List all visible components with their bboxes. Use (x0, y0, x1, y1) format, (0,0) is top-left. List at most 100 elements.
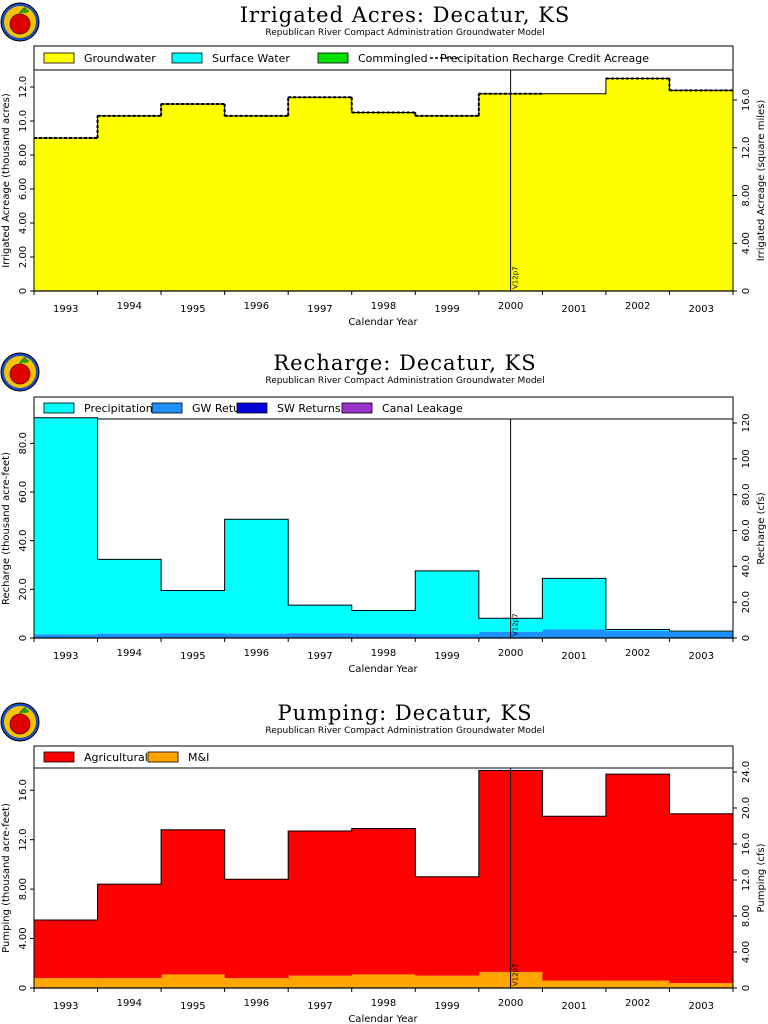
bar-m-i (161, 974, 226, 988)
legend-swatch (341, 402, 373, 414)
bar-agricultural (224, 879, 289, 979)
x-tick-label: 1994 (117, 998, 142, 1009)
legend-label: Precipitation Recharge Credit Acreage (440, 52, 649, 65)
x-tick-label: 2001 (561, 1001, 586, 1012)
total-outline (33, 417, 734, 638)
y-right-tick-label: 80.0 (741, 484, 752, 506)
bar-groundwater (224, 115, 289, 292)
y-right-tick-label: 4.00 (741, 232, 752, 254)
y-tick-label: 16.0 (18, 779, 29, 801)
y-tick-label: 0 (18, 985, 29, 991)
legend-swatch (147, 751, 179, 763)
version-marker-label: V12p7 (512, 963, 520, 986)
bar-gw-returns (669, 631, 734, 638)
legend-label: Groundwater (84, 52, 156, 65)
x-tick-label: 1998 (371, 648, 396, 659)
x-tick-label: 1995 (180, 651, 205, 662)
bar-agricultural (669, 813, 734, 984)
legend-swatch (43, 751, 75, 763)
y-tick-label: 60.0 (18, 481, 29, 503)
y-right-tick-label: 16.0 (741, 833, 752, 855)
legend-swatch (317, 52, 349, 64)
legend-label: SW Returns (277, 402, 341, 415)
x-tick-label: 1999 (434, 651, 459, 662)
y-right-axis-label: Recharge (cfs) (756, 492, 767, 564)
bar-groundwater (542, 93, 607, 291)
x-tick-label: 2002 (625, 998, 650, 1009)
y-tick-label: 4.00 (18, 927, 29, 949)
bar-groundwater (288, 97, 353, 291)
y-axis-label: Recharge (thousand acre-feet) (1, 452, 12, 605)
bar-agricultural (161, 829, 226, 975)
x-tick-label: 1996 (244, 648, 269, 659)
legend-label: Surface Water (212, 52, 290, 65)
bar-gw-returns (161, 633, 226, 638)
y-tick-label: 0 (18, 288, 29, 294)
bar-gw-returns (605, 630, 670, 638)
x-tick-label: 1993 (53, 304, 78, 315)
y-tick-label: 0 (18, 635, 29, 641)
bar-groundwater (669, 90, 734, 292)
bar-m-i (97, 978, 162, 988)
bar-m-i (605, 980, 670, 988)
version-marker-label: V12p7 (512, 266, 520, 289)
bar-agricultural (415, 876, 480, 976)
x-tick-label: 1993 (53, 651, 78, 662)
x-tick-label: 2003 (689, 651, 714, 662)
y-right-tick-label: 8.00 (741, 184, 752, 206)
y-right-tick-label: 60.0 (741, 519, 752, 541)
bar-precipitation (351, 610, 416, 634)
y-right-axis-label: Irrigated Acreage (square miles) (756, 100, 767, 262)
x-tick-label: 2000 (498, 998, 523, 1009)
y-tick-label: 80.0 (18, 432, 29, 454)
x-tick-label: 1996 (244, 998, 269, 1009)
bar-precipitation (224, 519, 289, 634)
x-tick-label: 2000 (498, 648, 523, 659)
bar-gw-returns (351, 633, 416, 638)
x-tick-label: 1997 (307, 651, 332, 662)
y-right-tick-label: 4.00 (741, 941, 752, 963)
bar-gw-returns (288, 633, 353, 638)
x-axis-label: Calendar Year (348, 317, 418, 328)
y-right-tick-label: 16.0 (741, 89, 752, 111)
legend-label: Agricultural (84, 751, 148, 764)
x-tick-label: 1995 (180, 1001, 205, 1012)
y-tick-label: 12.0 (18, 76, 29, 98)
bar-precipitation (34, 417, 99, 635)
y-right-tick-label: 24.0 (741, 761, 752, 783)
legend-label: Precipitation (84, 402, 153, 415)
y-right-tick-label: 40.0 (741, 555, 752, 577)
bar-agricultural (351, 828, 416, 975)
y-right-tick-label: 0 (741, 288, 752, 294)
x-axis-label: Calendar Year (348, 1014, 418, 1024)
x-tick-label: 1998 (371, 998, 396, 1009)
bar-m-i (669, 983, 734, 988)
y-tick-label: 6.00 (18, 178, 29, 200)
y-tick-label: 8.00 (18, 878, 29, 900)
apple-logo-icon (0, 352, 40, 392)
chart-title: Pumping: Decatur, KS (277, 701, 532, 725)
bar-m-i (542, 980, 607, 988)
x-tick-label: 1999 (434, 1001, 459, 1012)
bar-precipitation (415, 570, 480, 635)
apple-logo-icon (0, 2, 40, 42)
y-tick-label: 10.0 (18, 110, 29, 132)
y-right-axis-label: Pumping (cfs) (756, 843, 767, 912)
y-right-tick-label: 20.0 (741, 797, 752, 819)
bar-groundwater (351, 112, 416, 291)
chart-title: Irrigated Acres: Decatur, KS (240, 3, 571, 27)
legend-swatch (236, 402, 268, 414)
y-tick-label: 40.0 (18, 530, 29, 552)
bar-m-i (351, 974, 416, 988)
y-right-tick-label: 120 (741, 413, 752, 432)
x-axis-label: Calendar Year (348, 664, 418, 675)
legend-swatch (171, 52, 203, 64)
x-tick-label: 2002 (625, 301, 650, 312)
bar-agricultural (605, 774, 670, 981)
y-right-tick-label: 0 (741, 985, 752, 991)
chart-subtitle: Republican River Compact Administration … (265, 376, 544, 386)
bar-gw-returns (224, 633, 289, 638)
x-tick-label: 2001 (561, 304, 586, 315)
x-tick-label: 2000 (498, 301, 523, 312)
